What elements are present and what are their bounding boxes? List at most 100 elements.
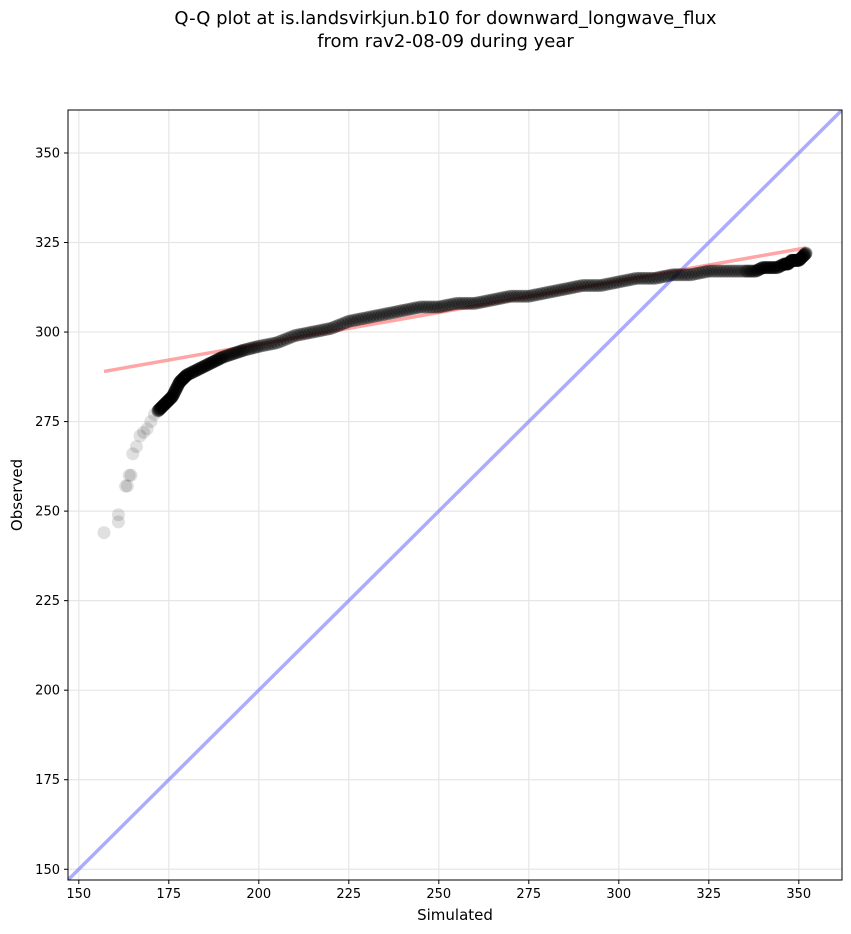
qq-point — [147, 407, 161, 421]
qq-point — [194, 361, 208, 375]
qq-point — [690, 267, 704, 281]
qq-point — [321, 322, 335, 336]
qq-point — [199, 358, 213, 372]
qq-point — [768, 261, 782, 275]
qq-point — [174, 374, 188, 388]
qq-point — [749, 264, 763, 278]
qq-point — [784, 254, 798, 268]
qq-point — [642, 271, 656, 285]
qq-point — [158, 397, 172, 411]
qq-point — [555, 283, 569, 297]
qq-point — [570, 280, 584, 294]
qq-point — [245, 341, 259, 355]
qq-point — [696, 265, 710, 279]
qq-point — [221, 348, 235, 362]
qq-point — [228, 346, 242, 360]
qq-point — [170, 381, 184, 395]
qq-point — [354, 312, 368, 326]
qq-point — [216, 350, 230, 364]
qq-point — [230, 345, 244, 359]
y-tick-label: 175 — [35, 773, 60, 788]
qq-point — [788, 253, 802, 267]
qq-point — [176, 372, 190, 386]
qq-point — [600, 277, 614, 291]
qq-point — [309, 324, 323, 338]
qq-point — [798, 247, 812, 261]
qq-point — [179, 369, 193, 383]
qq-point — [288, 329, 302, 343]
qq-point — [171, 378, 185, 392]
qq-point — [474, 295, 488, 309]
qq-point — [126, 447, 140, 461]
qq-point — [426, 300, 440, 314]
qq-point — [603, 277, 617, 291]
qq-point — [201, 357, 215, 371]
x-tick-label: 300 — [606, 887, 631, 902]
qq-point — [618, 274, 632, 288]
qq-point — [675, 268, 689, 282]
qq-point — [753, 262, 767, 276]
qq-point — [124, 468, 138, 482]
qq-point — [525, 289, 539, 303]
qq-point — [462, 296, 476, 310]
qq-point — [492, 292, 506, 306]
qq-point — [657, 270, 671, 284]
y-tick-label: 225 — [35, 594, 60, 609]
qq-point — [240, 342, 254, 356]
qq-point — [785, 253, 799, 267]
x-tick-label: 225 — [336, 887, 361, 902]
qq-point — [273, 335, 287, 349]
qq-point — [167, 386, 181, 400]
qq-point — [669, 268, 683, 282]
qq-point — [441, 298, 455, 312]
qq-point — [534, 287, 548, 301]
qq-point — [203, 357, 217, 371]
qq-point — [588, 278, 602, 292]
qq-point — [720, 264, 734, 278]
qq-point — [777, 257, 791, 271]
qq-point — [699, 265, 713, 279]
qq-point — [769, 261, 783, 275]
qq-point — [771, 260, 785, 274]
qq-point — [432, 300, 446, 314]
qq-point — [204, 356, 218, 370]
qq-point — [381, 307, 395, 321]
qq-point — [783, 255, 797, 269]
grid-lines — [68, 110, 842, 880]
qq-point — [552, 283, 566, 297]
qq-point — [678, 268, 692, 282]
qq-point — [752, 262, 766, 276]
qq-point — [507, 289, 521, 303]
qq-point — [543, 285, 557, 299]
qq-point — [459, 296, 473, 310]
qq-point — [579, 278, 593, 292]
qq-point — [168, 384, 182, 398]
qq-point — [97, 526, 111, 540]
qq-point — [429, 300, 443, 314]
qq-point — [450, 296, 464, 310]
qq-point — [624, 273, 638, 287]
qq-point — [732, 264, 746, 278]
qq-point — [540, 286, 554, 300]
qq-point — [765, 261, 779, 275]
qq-point — [793, 252, 807, 266]
qq-point — [723, 264, 737, 278]
qq-point — [471, 296, 485, 310]
qq-point — [157, 398, 171, 412]
qq-point — [144, 415, 158, 429]
qq-point — [234, 344, 248, 358]
qq-point — [232, 345, 246, 359]
qq-point — [708, 264, 722, 278]
qq-point — [729, 264, 743, 278]
qq-point — [155, 400, 169, 414]
qq-point — [763, 261, 777, 275]
qq-point — [522, 289, 536, 303]
qq-point — [137, 425, 151, 439]
qq-point — [122, 468, 136, 482]
qq-point — [181, 367, 195, 381]
qq-point — [153, 402, 167, 416]
qq-point — [537, 286, 551, 300]
qq-point — [152, 403, 166, 417]
qq-point — [336, 317, 350, 331]
